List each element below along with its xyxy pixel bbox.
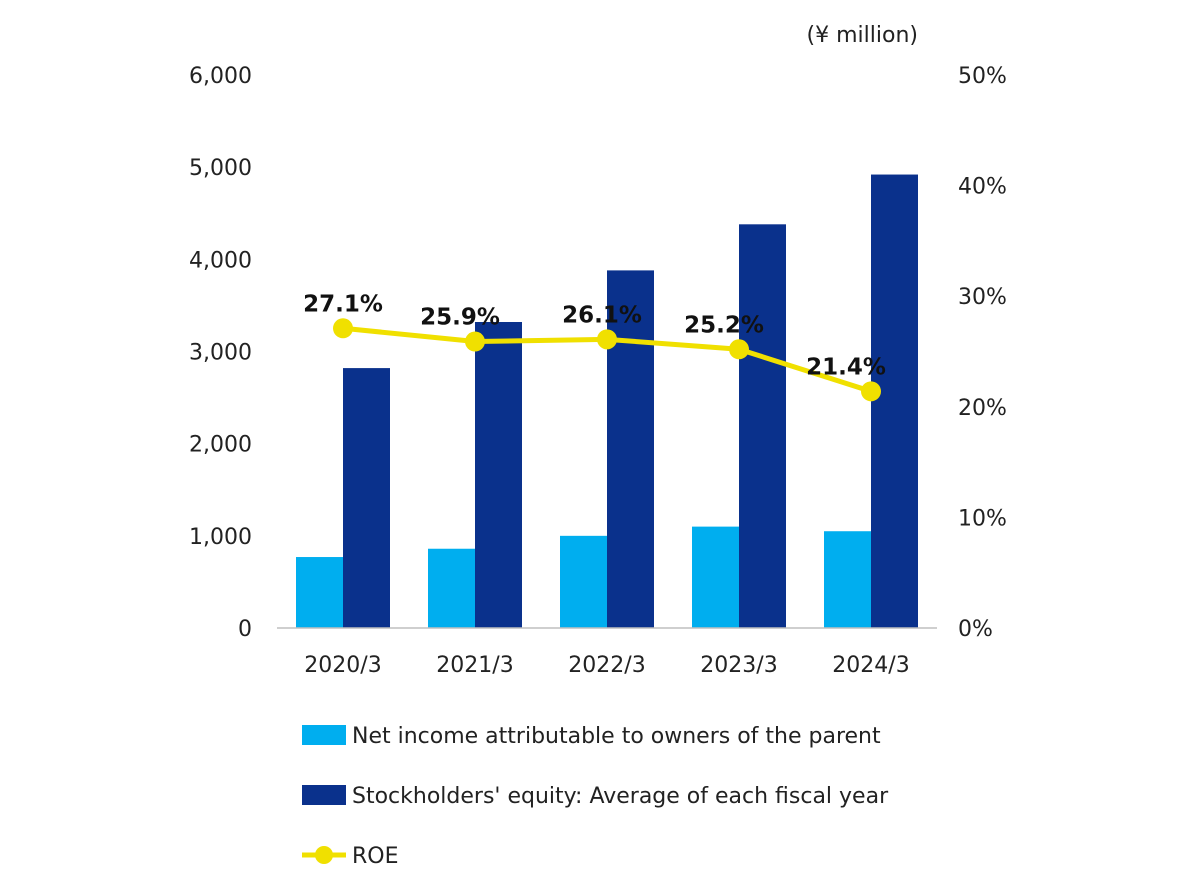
bar-net-income-0 xyxy=(296,557,343,628)
roe-line-series: 27.1% 25.9% 26.1% 25.2% 21.4% xyxy=(303,291,886,402)
bar-stockholders-equity-0 xyxy=(343,368,390,628)
x-tick-label-1: 2021/3 xyxy=(436,653,513,678)
roe-data-label-3: 25.2% xyxy=(684,312,764,338)
roe-point-2 xyxy=(597,329,617,350)
left-axis-ticks: 0 1,000 2,000 3,000 4,000 5,000 6,000 xyxy=(189,64,252,642)
legend-label-net-income: Net income attributable to owners of the… xyxy=(352,724,881,749)
roe-data-label-4: 21.4% xyxy=(806,354,886,380)
right-tick-label-0: 0% xyxy=(958,617,993,642)
legend-label-stockholders-equity: Stockholders' equity: Average of each fi… xyxy=(352,784,889,809)
roe-point-1 xyxy=(465,331,485,352)
unit-label: (¥ million) xyxy=(807,23,918,48)
legend-swatch-roe-marker xyxy=(315,846,333,864)
bar-series xyxy=(296,174,918,629)
bar-stockholders-equity-4 xyxy=(871,174,918,629)
legend-label-roe: ROE xyxy=(352,844,399,869)
left-tick-label-3: 3,000 xyxy=(189,341,252,366)
x-tick-label-3: 2023/3 xyxy=(700,653,777,678)
roe-point-0 xyxy=(333,318,353,339)
bar-stockholders-equity-3 xyxy=(739,224,786,628)
bar-stockholders-equity-1 xyxy=(475,322,522,628)
bar-net-income-3 xyxy=(692,526,739,628)
left-tick-label-0: 0 xyxy=(238,617,252,642)
roe-data-label-0: 27.1% xyxy=(303,291,383,317)
x-tick-label-0: 2020/3 xyxy=(304,653,381,678)
left-tick-label-4: 4,000 xyxy=(189,248,252,273)
bar-net-income-1 xyxy=(428,548,475,628)
legend: Net income attributable to owners of the… xyxy=(302,724,889,869)
left-tick-label-5: 5,000 xyxy=(189,156,252,181)
legend-swatch-stockholders-equity xyxy=(302,785,346,805)
right-tick-label-5: 50% xyxy=(958,64,1007,89)
roe-point-3 xyxy=(729,339,749,360)
legend-swatch-net-income xyxy=(302,725,346,745)
left-tick-label-6: 6,000 xyxy=(189,64,252,89)
roe-data-label-1: 25.9% xyxy=(420,305,500,331)
right-tick-label-2: 20% xyxy=(958,396,1007,421)
roe-point-4 xyxy=(861,381,881,402)
roe-data-label-2: 26.1% xyxy=(562,302,642,328)
x-tick-label-2: 2022/3 xyxy=(568,653,645,678)
right-tick-label-4: 40% xyxy=(958,175,1007,200)
x-axis-ticks: 2020/3 2021/3 2022/3 2023/3 2024/3 xyxy=(304,653,909,678)
left-tick-label-2: 2,000 xyxy=(189,433,252,458)
x-tick-label-4: 2024/3 xyxy=(832,653,909,678)
right-tick-label-1: 10% xyxy=(958,506,1007,531)
bar-net-income-2 xyxy=(560,535,607,628)
right-axis-ticks: 0% 10% 20% 30% 40% 50% xyxy=(958,64,1007,642)
right-tick-label-3: 30% xyxy=(958,285,1007,310)
bar-stockholders-equity-2 xyxy=(607,270,654,628)
bar-net-income-4 xyxy=(824,531,871,628)
left-tick-label-1: 1,000 xyxy=(189,525,252,550)
